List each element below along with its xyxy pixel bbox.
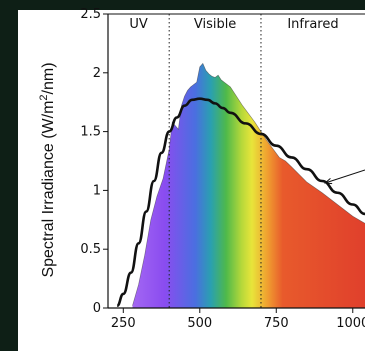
spectrum-area xyxy=(132,63,365,308)
y-tick-label: 0 xyxy=(93,301,101,316)
x-tick-label: 750 xyxy=(264,316,289,331)
y-axis-label-superscript: 2 xyxy=(38,94,50,100)
y-tick-label: 2.5 xyxy=(80,7,101,22)
y-axis-label-suffix: /nm) xyxy=(40,62,57,94)
region-label-visible: Visible xyxy=(194,17,236,32)
y-tick-label: 2 xyxy=(93,66,101,81)
y-axis-label-main: Spectral Irradiance (W/m xyxy=(40,101,57,278)
x-tick-label: 250 xyxy=(111,316,136,331)
region-label-infrared: Infrared xyxy=(287,17,338,32)
y-tick-label: 1.5 xyxy=(80,125,101,140)
annotation-arrow-line xyxy=(325,169,365,184)
region-label-uv: UV xyxy=(129,17,148,32)
y-tick-label: 1 xyxy=(93,183,101,198)
blackbody-curve xyxy=(116,97,365,307)
annotation-arrow-head xyxy=(323,178,333,185)
y-tick-label: 0.5 xyxy=(80,242,101,257)
x-tick-label: 500 xyxy=(187,316,212,331)
y-axis-label: Spectral Irradiance (W/m2/nm) xyxy=(38,62,57,277)
x-tick-label: 1000 xyxy=(336,316,365,331)
